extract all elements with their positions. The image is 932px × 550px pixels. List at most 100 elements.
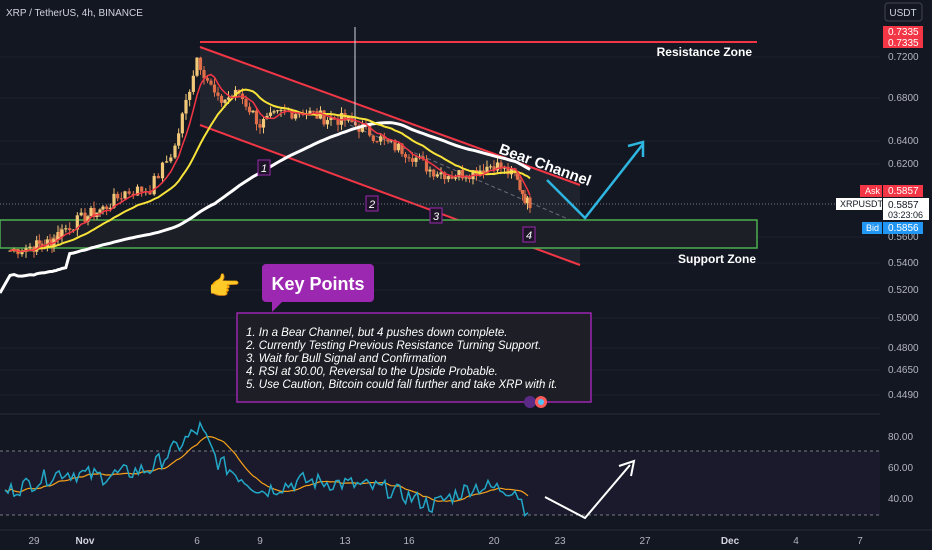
candle: [173, 145, 177, 158]
author-icons[interactable]: [524, 396, 547, 408]
price-tick: 0.5600: [888, 232, 919, 243]
time-label: 29: [28, 536, 40, 547]
rsi-tick: 60.00: [888, 463, 913, 474]
note-line-4: 4. RSI at 30.00, Reversal to the Upside …: [246, 366, 498, 378]
bid-label-box: [862, 222, 882, 234]
candle: [290, 111, 294, 119]
candle: [518, 179, 522, 190]
time-label: 13: [339, 536, 351, 547]
candle: [140, 186, 144, 192]
push-label-text: 4: [526, 230, 532, 242]
candle: [56, 232, 60, 241]
candle: [160, 162, 165, 179]
key-points-list: 1. In a Bear Channel, but 4 pushes down …: [245, 327, 558, 391]
push-label-2[interactable]: 2: [365, 195, 379, 212]
candle: [258, 124, 262, 128]
candle-countdown: 03:23:06: [888, 210, 923, 220]
high-price-tag: [883, 37, 923, 48]
candle: [188, 91, 192, 100]
push-label-3[interactable]: 3: [429, 207, 443, 224]
candle: [223, 99, 227, 103]
candle: [86, 216, 90, 222]
candle: [180, 113, 184, 134]
key-points-badge-tail: [272, 302, 282, 312]
candle: [525, 197, 530, 204]
candle: [446, 176, 450, 180]
candle: [108, 207, 112, 210]
candle: [83, 212, 87, 222]
fast-moving-average-line: [9, 73, 531, 253]
candle: [502, 166, 507, 169]
candle: [410, 158, 415, 162]
candle: [414, 157, 418, 162]
time-label: 27: [639, 536, 651, 547]
ask-label-box: [860, 185, 882, 197]
candle: [89, 207, 93, 217]
rsi-axis-ticks: 80.00 60.00 40.00: [888, 432, 913, 505]
candle: [184, 99, 188, 114]
candle: [379, 136, 383, 142]
candle: [443, 172, 447, 180]
candle: [457, 170, 461, 178]
rsi-projection-arrow[interactable]: [544, 464, 631, 520]
candle: [195, 57, 199, 76]
price-axis-panel[interactable]: [880, 0, 932, 550]
candle: [325, 120, 330, 125]
high-price-tag-text: 0.7335: [888, 38, 919, 49]
candle: [339, 113, 344, 125]
candle: [112, 193, 116, 208]
candle: [116, 193, 120, 199]
candle: [169, 157, 173, 162]
time-label: Dec: [721, 536, 740, 547]
candle: [254, 110, 259, 125]
projection-arrow[interactable]: [546, 143, 644, 220]
candle: [453, 177, 458, 179]
candle: [464, 177, 468, 179]
candle: [233, 89, 238, 97]
high-price-tag: [883, 26, 923, 37]
bid-price-tag: [883, 222, 923, 234]
candle: [40, 243, 44, 246]
candle: [127, 191, 131, 194]
time-label: Nov: [76, 536, 95, 547]
symbol-tag-box: [836, 198, 882, 210]
price-tick: 0.6400: [888, 136, 919, 147]
support-zone-box[interactable]: [0, 219, 758, 249]
candle: [92, 207, 96, 218]
candle: [177, 133, 181, 146]
candle: [251, 110, 255, 113]
key-points-badge[interactable]: [262, 264, 374, 302]
candle: [219, 95, 224, 103]
high-price-tag-text: 0.7335: [888, 27, 919, 38]
candle: [407, 157, 411, 159]
candle: [322, 110, 326, 125]
price-tick: 0.4650: [888, 365, 919, 376]
push-label-4[interactable]: 4: [522, 226, 536, 243]
price-tick: 0.4800: [888, 343, 919, 354]
symbol-header[interactable]: XRP / TetherUS, 4h, BINANCE: [6, 8, 143, 19]
note-line-1: 1. In a Bear Channel, but 4 pushes down …: [246, 327, 507, 339]
rsi-band-fill: [0, 451, 880, 515]
candle: [58, 232, 62, 237]
candle: [329, 117, 333, 121]
candle: [275, 110, 280, 112]
note-line-5: 5. Use Caution, Bitcoin could fall furth…: [246, 379, 558, 391]
price-tick: 0.5200: [888, 285, 919, 296]
candle: [265, 115, 269, 120]
currency-button[interactable]: [884, 2, 923, 22]
note-line-3: 3. Wait for Bull Signal and Confirmation: [246, 353, 447, 365]
price-axis-ticks: 0.7200 0.6800 0.6400 0.6200 0.5600 0.540…: [888, 52, 919, 401]
key-points-note-box[interactable]: [236, 312, 592, 403]
candle: [393, 140, 397, 151]
candle: [471, 170, 475, 180]
last-price: 0.5857: [888, 200, 919, 211]
candle: [216, 92, 220, 96]
push-label-1[interactable]: 1: [257, 159, 271, 176]
candle: [68, 228, 72, 231]
time-axis-labels[interactable]: 29 Nov 6 9 13 16 20 23 27 Dec 4 7: [28, 536, 863, 547]
candle: [37, 240, 41, 244]
candle: [311, 110, 316, 112]
price-tick: 0.7200: [888, 52, 919, 63]
candle: [8, 250, 12, 252]
